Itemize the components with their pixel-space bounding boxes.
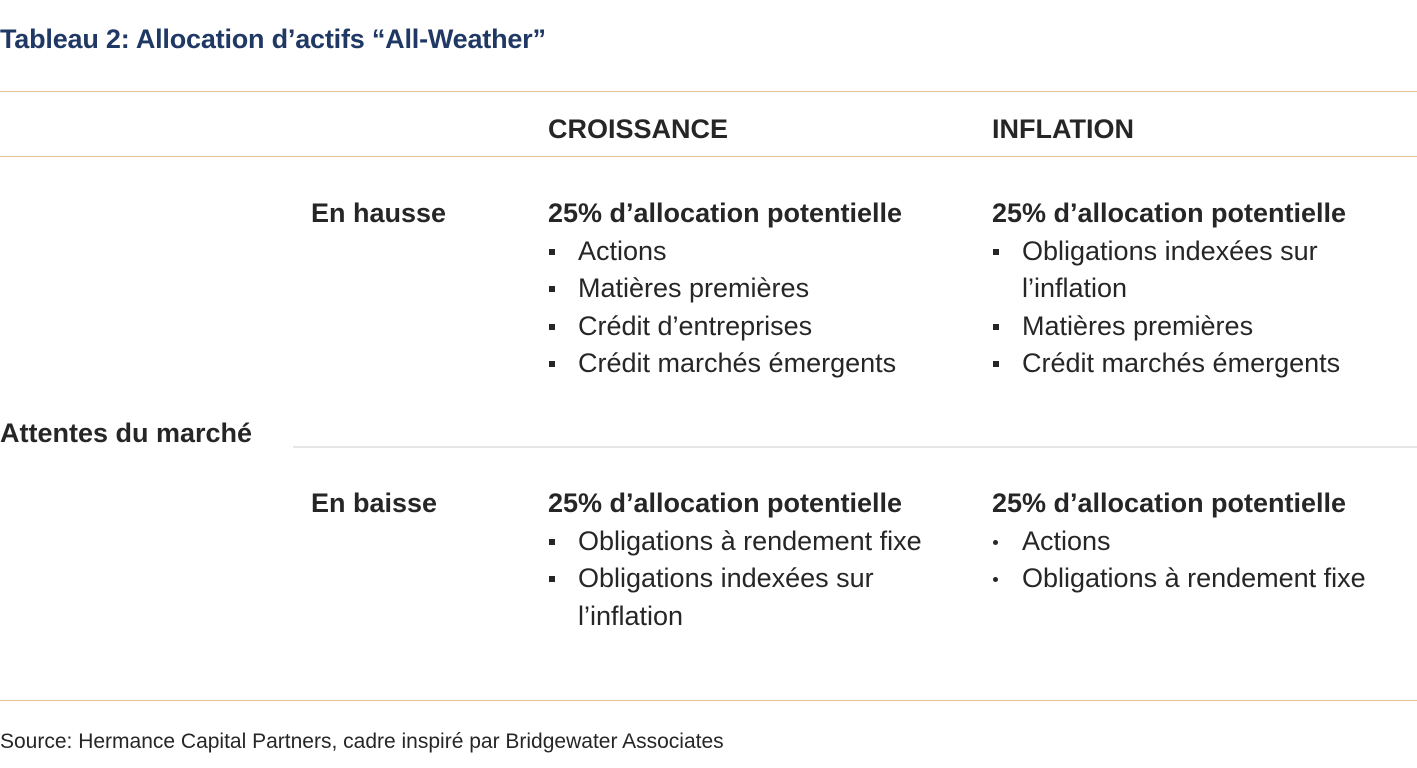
cell-up-growth: 25% d’allocation potentielle Actions Mat… <box>548 195 978 383</box>
list-item: Crédit marchés émergents <box>992 345 1372 383</box>
table-title: Tableau 2: Allocation d’actifs “All-Weat… <box>0 24 546 54</box>
asset-label: Matières premières <box>1022 310 1254 341</box>
asset-label: Crédit marchés émergents <box>578 348 897 378</box>
list-item: Matières premières <box>992 308 1372 346</box>
round-bullet-icon <box>993 577 998 582</box>
square-bullet-icon <box>549 286 555 292</box>
square-bullet-icon <box>549 248 555 255</box>
asset-label: Matières premières <box>578 273 810 303</box>
row-label-down: En baisse <box>311 488 438 518</box>
list-item: Crédit marchés émergents <box>548 345 978 383</box>
asset-list: Obligations indexées sur l’inflation Mat… <box>992 233 1372 383</box>
allocation-heading: 25% d’allocation potentielle <box>548 198 903 228</box>
cell-down-inflation: 25% d’allocation potentielle Actions Obl… <box>992 485 1412 598</box>
list-item: Obligations à rendement fixe <box>992 560 1412 598</box>
asset-label: Obligations indexées sur l’inflation <box>578 563 874 631</box>
square-bullet-icon <box>993 248 999 255</box>
asset-label: Crédit d’entreprises <box>578 310 813 341</box>
square-bullet-icon <box>549 538 555 545</box>
asset-label: Obligations à rendement fixe <box>578 525 922 556</box>
list-item: Obligations indexées sur l’inflation <box>548 560 938 635</box>
asset-label: Obligations indexées sur l’inflation <box>1022 235 1318 304</box>
market-expectations-label: Attentes du marché <box>0 418 253 448</box>
row-label-up: En hausse <box>311 198 447 228</box>
list-item: Obligations indexées sur l’inflation <box>992 233 1372 308</box>
asset-list: Actions Obligations à rendement fixe <box>992 523 1412 598</box>
asset-list: Obligations à rendement fixe Obligations… <box>548 523 938 636</box>
list-item: Actions <box>992 523 1412 561</box>
square-bullet-icon <box>549 361 555 367</box>
square-bullet-icon <box>549 576 555 582</box>
column-header-growth: CROISSANCE <box>548 114 729 144</box>
square-bullet-icon <box>549 323 555 330</box>
allocation-heading: 25% d’allocation potentielle <box>548 488 903 518</box>
asset-label: Obligations à rendement fixe <box>1022 563 1366 593</box>
square-bullet-icon <box>993 361 999 367</box>
square-bullet-icon <box>993 323 999 330</box>
row-divider <box>293 446 1417 448</box>
source-note: Source: Hermance Capital Partners, cadre… <box>0 730 724 753</box>
round-bullet-icon <box>993 539 998 545</box>
list-item: Crédit d’entreprises <box>548 308 978 346</box>
cell-up-inflation: 25% d’allocation potentielle Obligations… <box>992 195 1372 383</box>
allocation-heading: 25% d’allocation potentielle <box>992 488 1347 518</box>
allocation-heading: 25% d’allocation potentielle <box>992 198 1347 228</box>
asset-label: Actions <box>578 235 667 266</box>
cell-down-growth: 25% d’allocation potentielle Obligations… <box>548 485 938 635</box>
top-rule <box>0 91 1417 92</box>
asset-label: Crédit marchés émergents <box>1022 348 1341 378</box>
list-item: Actions <box>548 233 978 271</box>
bottom-rule <box>0 700 1417 701</box>
asset-label: Actions <box>1022 525 1111 556</box>
list-item: Matières premières <box>548 270 978 308</box>
asset-list: Actions Matières premières Crédit d’entr… <box>548 233 978 383</box>
list-item: Obligations à rendement fixe <box>548 523 938 561</box>
column-header-inflation: INFLATION <box>992 114 1134 144</box>
header-rule <box>0 156 1417 157</box>
